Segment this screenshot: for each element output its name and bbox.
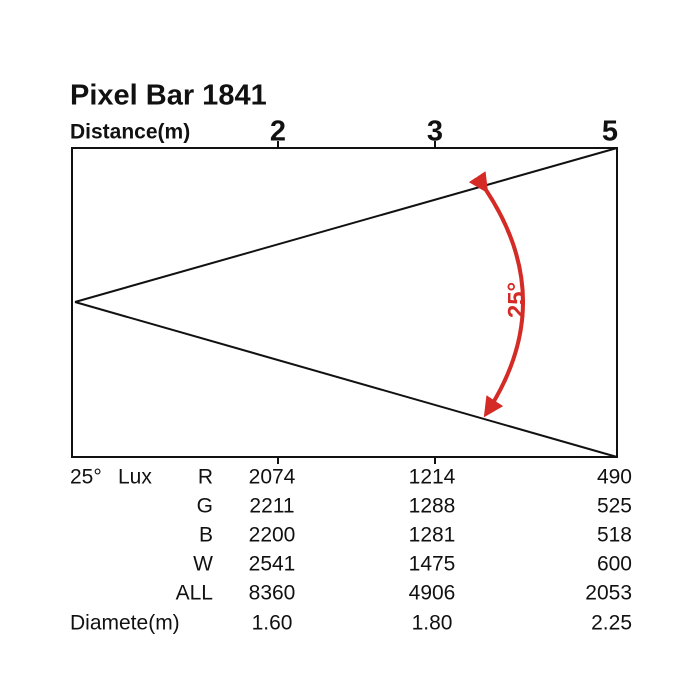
angle-arc [468,171,525,418]
row-label: G [197,495,213,518]
lux-value: 2074 [249,466,296,489]
lux-value: 2200 [249,524,296,547]
distance: 5 [602,116,618,148]
lux-value: 1288 [409,495,456,518]
diameter-value: 1.60 [252,612,293,635]
title: Pixel Bar 1841 [70,80,267,112]
lux-value: 1281 [409,524,456,547]
diameter-value: 2.25 [591,612,632,635]
lux-value: 2541 [249,553,296,576]
diameter-value: 1.80 [412,612,453,635]
beam-edge [74,147,618,303]
lux-value: 490 [597,466,632,489]
angle-label: 25° [70,466,102,489]
beam-edge [74,301,618,458]
distance: 2 [270,116,286,148]
lux-value: 525 [597,495,632,518]
row-label: W [193,553,213,576]
lux-value: 518 [597,524,632,547]
row-label: B [199,524,213,547]
lux-value: 1475 [409,553,456,576]
distance: 3 [427,116,443,148]
lux-value: 2211 [249,495,294,518]
frame [71,147,618,458]
beam-angle: 25° [503,282,530,318]
table: R 2074 1214 490 G 2211 1288 525 B 2200 1281 518 W 254… [176,466,632,635]
row-label: R [198,466,213,489]
lux-value: 4906 [409,582,456,605]
row-label: ALL [176,582,213,605]
lux-label: Lux [118,466,152,489]
lux-value: 1214 [409,466,456,489]
lux-value: 2053 [585,582,632,605]
diameter-label: Diamete(m) [70,612,180,635]
lux-value: 600 [597,553,632,576]
distance-label: Distance(m) [70,121,190,144]
lux-value: 8360 [249,582,296,605]
